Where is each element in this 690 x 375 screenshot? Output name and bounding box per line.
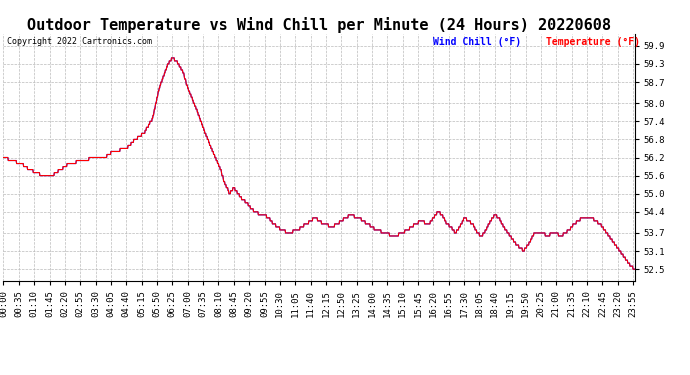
Temperature (°F) [629, 267, 637, 272]
Wind Chill (°F) [168, 56, 176, 60]
Wind Chill (°F) [500, 225, 509, 229]
Wind Chill (°F) [556, 234, 564, 238]
Temperature (°F) [556, 234, 564, 238]
Line: Wind Chill (°F): Wind Chill (°F) [3, 58, 635, 269]
Temperature (°F) [210, 155, 219, 160]
Line: Temperature (°F): Temperature (°F) [3, 58, 635, 269]
Temperature (°F) [631, 267, 639, 272]
Text: Copyright 2022 Cartronics.com: Copyright 2022 Cartronics.com [7, 38, 152, 46]
Temperature (°F) [500, 225, 509, 229]
Wind Chill (°F) [139, 131, 148, 136]
Temperature (°F) [124, 143, 132, 148]
Title: Outdoor Temperature vs Wind Chill per Minute (24 Hours) 20220608: Outdoor Temperature vs Wind Chill per Mi… [27, 16, 611, 33]
Temperature (°F) [418, 219, 426, 223]
Temperature (°F) [168, 56, 176, 60]
Wind Chill (°F) [124, 143, 132, 148]
Temperature (°F) [139, 131, 148, 136]
Wind Chill (°F) [631, 267, 639, 272]
Text: Temperature (°F): Temperature (°F) [546, 38, 640, 48]
Temperature (°F) [0, 155, 8, 160]
Wind Chill (°F) [629, 267, 637, 272]
Text: Wind Chill (°F): Wind Chill (°F) [433, 38, 521, 48]
Wind Chill (°F) [0, 155, 8, 160]
Wind Chill (°F) [210, 155, 219, 160]
Wind Chill (°F) [418, 219, 426, 223]
